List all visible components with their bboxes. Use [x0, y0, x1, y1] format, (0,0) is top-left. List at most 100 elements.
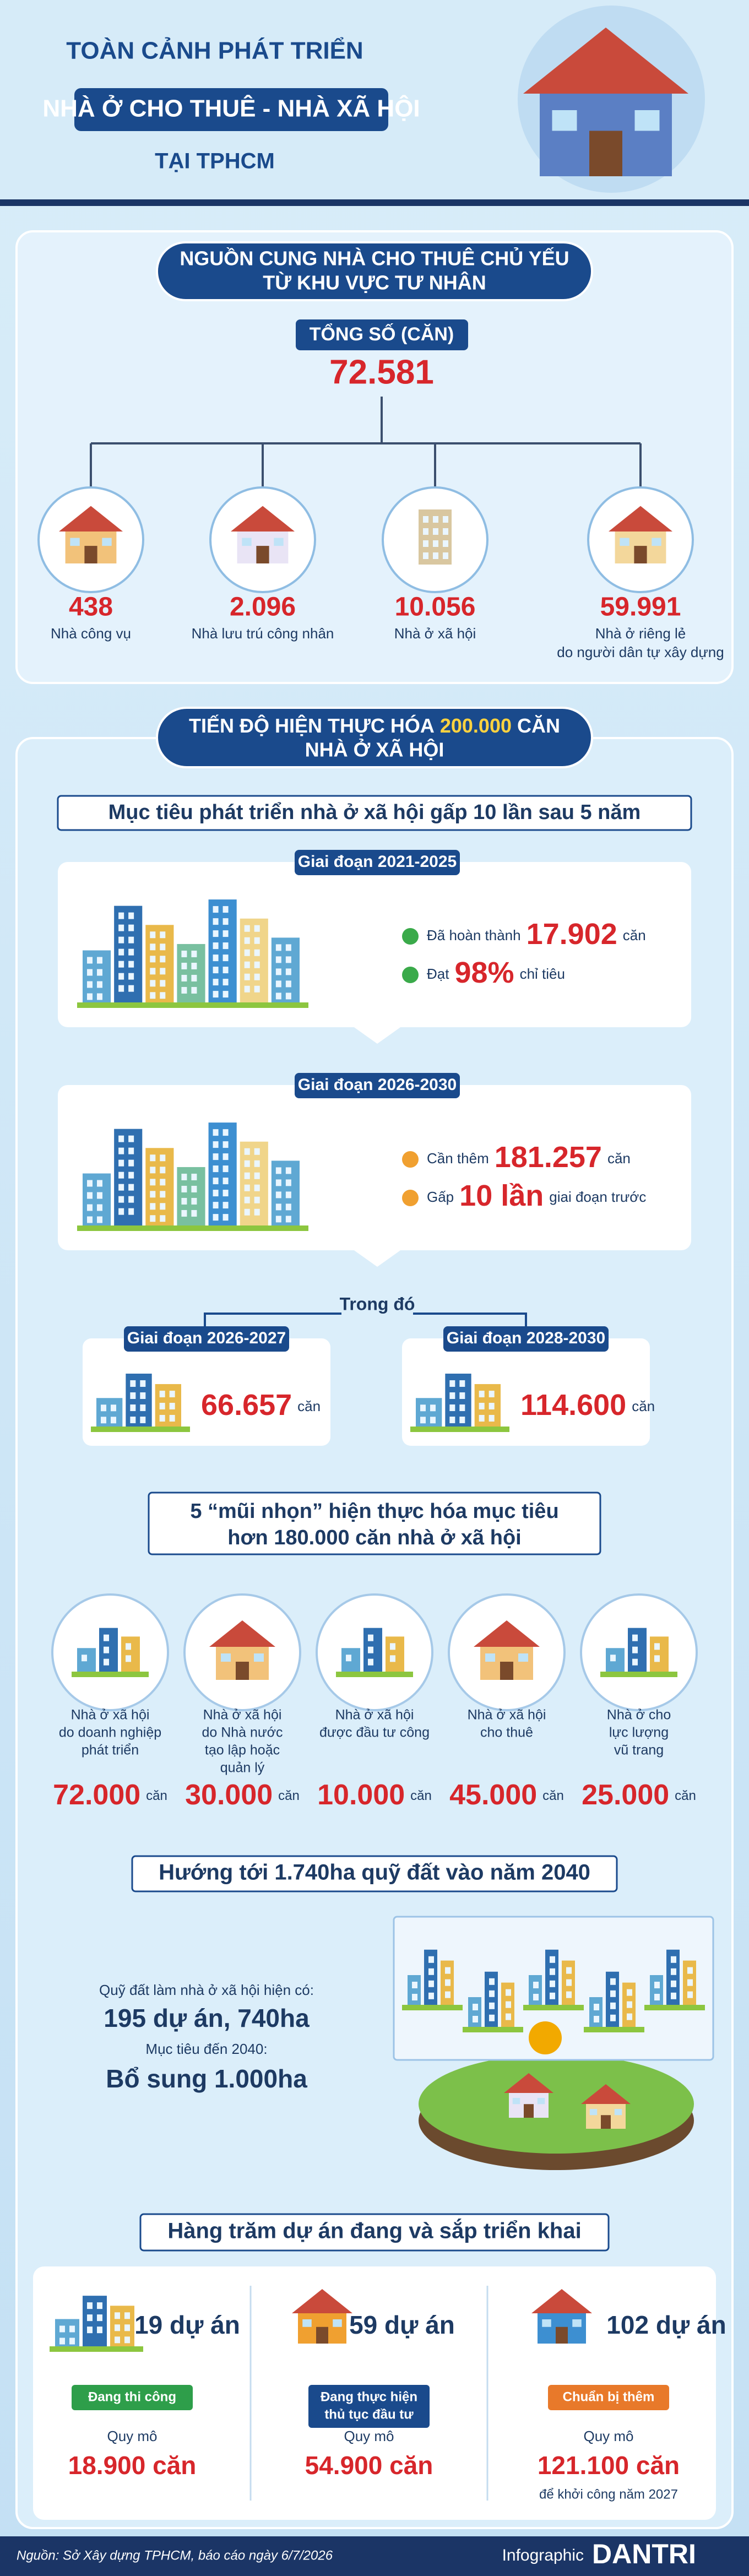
- window: [479, 1414, 485, 1422]
- window: [213, 1141, 219, 1148]
- window: [97, 1180, 102, 1187]
- building: [83, 950, 111, 1002]
- section-title: TỪ KHU VỰC TƯ NHÂN: [263, 271, 486, 294]
- total-value: 72.581: [329, 353, 434, 391]
- text-part: Cần thêm: [427, 1150, 489, 1167]
- window: [213, 1214, 219, 1221]
- spearhead-label: Nhà ở xã hội: [468, 1707, 546, 1723]
- phase-label: Giai đoạn 2026-2030: [298, 1076, 457, 1094]
- subheading: Hàng trăm dự án đang và sắp triển khai: [167, 2218, 581, 2243]
- window: [87, 1204, 93, 1211]
- window: [140, 1392, 146, 1399]
- text-part: 25.000: [582, 1779, 669, 1811]
- window: [572, 2319, 582, 2327]
- window: [423, 528, 428, 535]
- building: [55, 2319, 79, 2346]
- window: [346, 1655, 351, 1662]
- window: [181, 1197, 187, 1205]
- building: [83, 2296, 107, 2346]
- window: [104, 1634, 109, 1641]
- window: [285, 1203, 291, 1211]
- window: [213, 955, 219, 962]
- phase-row: Cần thêm 181.257 căn: [427, 1141, 631, 1174]
- window: [181, 1185, 187, 1192]
- window: [128, 948, 134, 956]
- spearhead-label: vũ trang: [614, 1743, 664, 1758]
- window: [97, 2326, 102, 2334]
- building: [145, 1148, 174, 1225]
- breakdown-label: Trong đó: [340, 1294, 415, 1314]
- window: [632, 1634, 638, 1641]
- spearhead-label: tạo lập hoặc: [205, 1743, 280, 1758]
- window: [128, 985, 134, 992]
- window: [140, 1380, 146, 1387]
- scale-value: 54.900 căn: [305, 2451, 433, 2480]
- window: [420, 1417, 426, 1424]
- window: [428, 1992, 434, 1999]
- window: [150, 1203, 156, 1210]
- subheading: 5 “mũi nhọn” hiện thực hóa mục tiêu: [190, 1500, 558, 1523]
- window: [627, 2001, 632, 2008]
- window: [222, 918, 229, 925]
- window: [118, 1147, 124, 1154]
- window: [97, 1216, 102, 1223]
- window: [275, 1216, 281, 1223]
- window: [159, 1390, 165, 1397]
- window: [160, 968, 166, 975]
- phase-row: Gấp 10 lần giai đoạn trước: [427, 1179, 646, 1212]
- section-title: NHÀ Ở XÃ HỘI: [305, 738, 444, 761]
- scale-label: Quy mô: [107, 2428, 157, 2444]
- window: [254, 1196, 260, 1203]
- window: [632, 1658, 638, 1666]
- door: [556, 2326, 568, 2344]
- spearhead-value: 30.000 căn: [185, 1779, 300, 1811]
- window: [128, 924, 134, 931]
- spearhead-value: 10.000 căn: [317, 1779, 432, 1811]
- window: [222, 1165, 229, 1173]
- window: [506, 2013, 511, 2020]
- window: [118, 1159, 124, 1167]
- window: [124, 2336, 130, 2344]
- window: [128, 912, 134, 919]
- window: [285, 980, 291, 988]
- building: [271, 1160, 300, 1225]
- header-stripe: [0, 199, 749, 206]
- ground: [463, 2027, 523, 2032]
- window: [82, 1655, 87, 1662]
- phase-pill: [295, 1073, 460, 1098]
- window: [518, 1653, 528, 1662]
- building: [121, 1636, 140, 1672]
- roof: [581, 2084, 631, 2104]
- row-icon: [402, 967, 419, 983]
- window: [594, 2004, 599, 2010]
- building: [208, 899, 237, 1002]
- window: [97, 957, 102, 964]
- status-badge: [72, 2385, 193, 2410]
- window: [275, 1191, 281, 1198]
- window: [150, 968, 156, 975]
- ground: [644, 2005, 705, 2010]
- window: [69, 2325, 75, 2333]
- ground: [91, 1427, 190, 1432]
- text-part: 200.000: [440, 714, 512, 737]
- text-part: căn: [297, 1398, 321, 1414]
- spearhead-label: Nhà ở cho: [607, 1707, 671, 1723]
- subheading-box: [57, 795, 692, 831]
- scale-label: Quy mô: [583, 2428, 633, 2444]
- window: [671, 1956, 676, 1963]
- window: [244, 1172, 250, 1179]
- window: [449, 1404, 455, 1411]
- window: [102, 538, 112, 546]
- window: [566, 1991, 572, 1998]
- window: [97, 1204, 102, 1211]
- window: [128, 1196, 134, 1203]
- window: [430, 1404, 436, 1412]
- window: [191, 986, 197, 994]
- window: [159, 1402, 165, 1409]
- window: [254, 1184, 260, 1191]
- window: [87, 1192, 93, 1199]
- window: [160, 1167, 166, 1174]
- window: [181, 1210, 187, 1217]
- building: [271, 937, 300, 1002]
